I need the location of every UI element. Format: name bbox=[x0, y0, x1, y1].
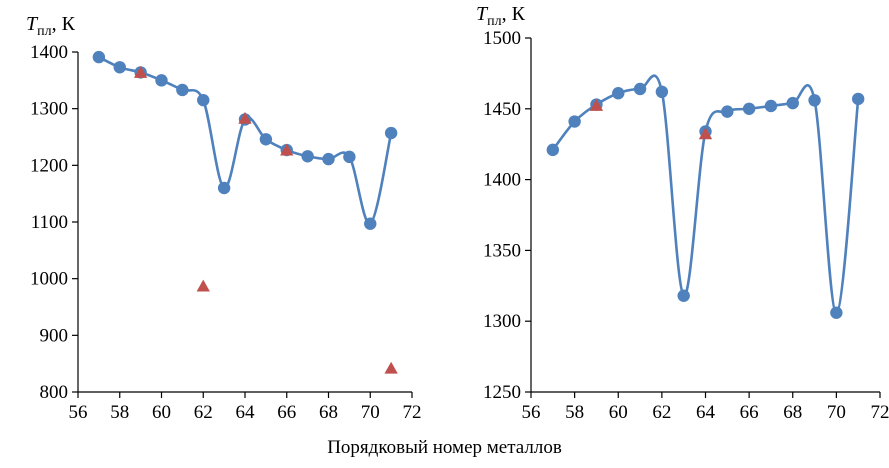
y-tick-label: 1400 bbox=[483, 170, 521, 191]
data-point-circle bbox=[176, 83, 189, 97]
y-tick-label: 1500 bbox=[483, 28, 521, 49]
y-tick-label: 1400 bbox=[30, 42, 68, 63]
y-tick-label: 1300 bbox=[483, 311, 521, 332]
data-point-circle bbox=[217, 181, 231, 195]
data-point-circle bbox=[546, 143, 560, 157]
x-tick-label: 70 bbox=[361, 402, 380, 423]
series-1-line bbox=[98, 55, 393, 226]
data-point-circle bbox=[633, 82, 647, 96]
x-tick-label: 66 bbox=[740, 402, 759, 423]
x-tick-label: 60 bbox=[152, 402, 171, 423]
data-point-circle bbox=[364, 217, 377, 230]
x-tick-label: 70 bbox=[827, 402, 846, 423]
data-point-circle bbox=[808, 94, 821, 107]
data-point-triangle bbox=[698, 127, 713, 140]
data-point-circle bbox=[677, 289, 690, 302]
data-point-triangle bbox=[238, 111, 252, 124]
x-tick-label: 66 bbox=[277, 402, 296, 423]
x-axis-title: Порядковый номер металлов bbox=[327, 437, 562, 458]
x-tick-label: 64 bbox=[696, 402, 716, 423]
x-tick-label: 72 bbox=[871, 402, 889, 423]
x-tick-label: 68 bbox=[783, 402, 802, 423]
data-point-circle bbox=[851, 92, 865, 106]
data-point-circle bbox=[113, 61, 126, 74]
y-tick-label: 800 bbox=[40, 382, 69, 403]
y-axis-title: Tпл, К bbox=[26, 13, 76, 39]
x-tick-label: 56 bbox=[69, 402, 88, 423]
y-tick-label: 1100 bbox=[31, 212, 68, 233]
data-point-circle bbox=[764, 99, 778, 113]
y-tick-label: 1200 bbox=[30, 155, 68, 176]
data-point-circle bbox=[197, 93, 210, 107]
data-point-triangle bbox=[133, 65, 148, 78]
series-1-line bbox=[551, 74, 860, 315]
data-point-circle bbox=[655, 85, 669, 99]
data-point-circle bbox=[786, 96, 799, 110]
y-tick-label: 1000 bbox=[30, 269, 68, 290]
data-point-circle bbox=[259, 133, 273, 146]
x-tick-label: 58 bbox=[565, 402, 584, 423]
data-point-circle bbox=[830, 306, 843, 319]
x-tick-label: 72 bbox=[403, 402, 422, 423]
data-point-circle bbox=[384, 126, 398, 140]
data-point-triangle bbox=[384, 361, 398, 374]
data-point-triangle bbox=[589, 98, 604, 111]
data-point-circle bbox=[301, 150, 314, 163]
y-tick-label: 1450 bbox=[483, 99, 521, 120]
data-point-circle bbox=[343, 150, 356, 164]
y-tick-label: 1300 bbox=[30, 99, 68, 120]
chart-panel-1: 800 900 1000 1100 1200 1300 1400 56 58 60 62 64 66 68… bbox=[26, 13, 422, 423]
y-tick-label: 900 bbox=[40, 325, 69, 346]
x-tick-label: 60 bbox=[609, 402, 628, 423]
data-point-circle bbox=[721, 105, 734, 118]
y-tick-label: 1350 bbox=[483, 240, 521, 261]
x-tick-label: 58 bbox=[110, 402, 129, 423]
data-point-triangle bbox=[196, 279, 210, 292]
chart-panel-2: 1250 1300 1350 1400 1450 1500 56 58 60 62 64 66 68 70… bbox=[476, 3, 889, 423]
data-point-triangle bbox=[280, 143, 294, 156]
x-tick-label: 68 bbox=[319, 402, 338, 423]
y-axis-title: Tпл, К bbox=[476, 3, 526, 29]
data-point-circle bbox=[92, 50, 106, 64]
x-tick-label: 64 bbox=[236, 402, 256, 423]
y-tick-label: 1250 bbox=[483, 382, 521, 403]
data-point-circle bbox=[322, 152, 335, 166]
x-tick-label: 56 bbox=[522, 402, 541, 423]
data-point-circle bbox=[742, 102, 756, 116]
data-point-circle bbox=[568, 115, 581, 128]
x-tick-label: 62 bbox=[194, 402, 213, 423]
data-point-circle bbox=[612, 87, 625, 100]
data-point-circle bbox=[155, 74, 168, 87]
x-tick-label: 62 bbox=[652, 402, 671, 423]
